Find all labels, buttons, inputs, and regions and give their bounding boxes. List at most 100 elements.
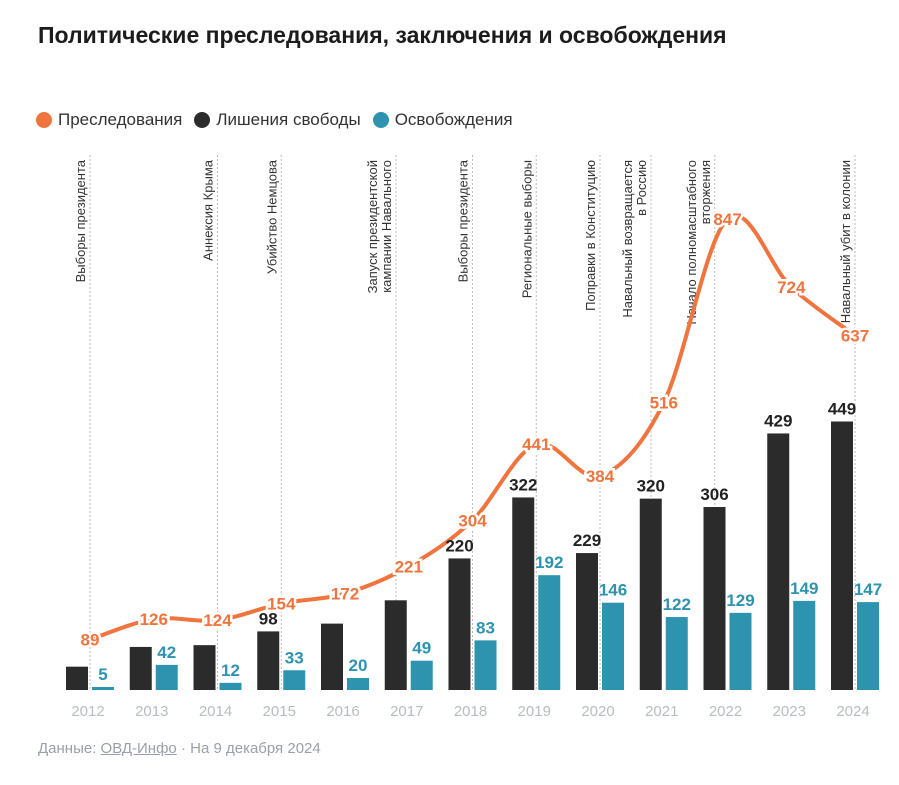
bar-label-release: 49 xyxy=(412,639,431,658)
footer-prefix: Данные: xyxy=(38,740,97,757)
bar-imprisonment xyxy=(321,623,343,690)
legend-label-release: Освобождения xyxy=(394,110,513,129)
bar-release xyxy=(219,682,242,690)
bar-label-imprisonment: 220 xyxy=(445,536,473,555)
bar-release xyxy=(793,600,816,690)
x-tick-label: 2024 xyxy=(836,703,869,720)
legend-item-imprisonment[interactable]: Лишения свободы xyxy=(194,110,361,130)
bar-imprisonment xyxy=(639,498,662,690)
legend-item-persecution[interactable]: Преследования xyxy=(36,110,182,130)
bar-label-imprisonment: 449 xyxy=(828,399,856,418)
line-label-persecution: 126 xyxy=(140,610,168,629)
bar-label-release: 20 xyxy=(349,656,368,675)
x-tick-label: 2012 xyxy=(71,703,104,720)
bar-imprisonment xyxy=(512,497,535,690)
x-tick-label: 2016 xyxy=(326,703,359,720)
footer-suffix: · На 9 декабря 2024 xyxy=(180,740,321,757)
bar-imprisonment xyxy=(384,600,407,690)
bars-layer xyxy=(66,421,879,690)
line-label-persecution: 441 xyxy=(522,435,550,454)
x-tick-label: 2020 xyxy=(581,703,614,720)
bar-release xyxy=(857,602,879,690)
bar-imprisonment xyxy=(767,433,790,690)
legend-swatch-release xyxy=(372,112,389,128)
bar-label-release: 5 xyxy=(98,665,107,684)
legend: Преследования Лишения свободы Освобожден… xyxy=(36,110,513,130)
bar-label-imprisonment: 229 xyxy=(573,531,601,550)
bar-imprisonment xyxy=(66,666,88,690)
bar-imprisonment xyxy=(257,631,280,690)
event-label: Убийство Немцова xyxy=(264,159,279,274)
bar-imprisonment xyxy=(129,646,152,690)
line-label-persecution: 221 xyxy=(395,557,423,576)
line-label-persecution: 847 xyxy=(713,210,741,229)
bar-release xyxy=(538,575,561,690)
legend-label-persecution: Преследования xyxy=(58,110,183,129)
bar-label-imprisonment: 306 xyxy=(700,485,728,504)
bar-release xyxy=(92,687,114,690)
bar-label-release: 33 xyxy=(285,648,304,667)
x-tick-label: 2015 xyxy=(263,703,296,720)
event-label: вторжения xyxy=(698,160,713,224)
x-tick-label: 2022 xyxy=(709,703,742,720)
x-tick-label: 2018 xyxy=(454,703,487,720)
bar-release xyxy=(665,617,688,690)
line-label-persecution: 89 xyxy=(81,631,100,650)
chart-title: Политические преследования, заключения и… xyxy=(38,22,727,48)
source-footer: Данные: ОВД-Инфо · На 9 декабря 2024 xyxy=(38,740,321,757)
bar-label-release: 129 xyxy=(726,591,754,610)
bar-imprisonment xyxy=(576,553,598,690)
event-label: Навальный убит в колонии xyxy=(838,160,853,323)
bar-release xyxy=(474,640,497,690)
event-label: Поправки в Конституцию xyxy=(583,160,598,311)
line-label-persecution: 637 xyxy=(841,326,869,345)
bar-release xyxy=(347,678,369,690)
bar-label-imprisonment: 322 xyxy=(509,475,537,494)
source-link[interactable]: ОВД-Инфо xyxy=(100,740,177,757)
bar-imprisonment xyxy=(448,558,471,690)
event-label: Региональные выборы xyxy=(519,160,534,298)
line-label-persecution: 172 xyxy=(331,585,359,604)
legend-label-imprisonment: Лишения свободы xyxy=(216,110,361,129)
legend-item-release[interactable]: Освобождения xyxy=(372,110,513,130)
line-label-persecution: 304 xyxy=(458,511,487,530)
event-label: Навальный возвращается xyxy=(620,160,635,318)
bar-release xyxy=(283,670,306,690)
line-label-persecution: 516 xyxy=(650,394,678,413)
legend-swatch-persecution xyxy=(36,112,52,128)
event-label: Запуск президентской xyxy=(365,160,380,293)
event-label: в Россию xyxy=(634,160,649,216)
event-label: Выборы президента xyxy=(73,159,88,282)
x-tick-label: 2019 xyxy=(518,703,551,720)
bar-label-release: 122 xyxy=(663,595,691,614)
bar-label-release: 192 xyxy=(535,553,563,572)
line-label-persecution: 154 xyxy=(267,595,296,614)
bar-label-imprisonment: 429 xyxy=(764,411,792,430)
line-persecution xyxy=(88,213,857,642)
line-label-persecution: 124 xyxy=(203,611,232,630)
x-tick-label: 2017 xyxy=(390,703,423,720)
bar-label-release: 12 xyxy=(221,661,240,680)
bar-label-release: 147 xyxy=(854,580,882,599)
bar-release xyxy=(602,602,624,690)
event-label: кампании Навального xyxy=(379,160,394,293)
bar-release xyxy=(155,664,178,690)
x-tick-label: 2013 xyxy=(135,703,168,720)
bar-label-release: 146 xyxy=(599,581,627,600)
bar-imprisonment xyxy=(703,507,726,690)
line-layer xyxy=(88,213,857,642)
bar-imprisonment xyxy=(193,645,216,690)
event-label: Выборы президента xyxy=(456,159,471,282)
x-tick-label: 2014 xyxy=(199,703,232,720)
legend-swatch-imprisonment xyxy=(194,112,211,128)
events-layer: Выборы президента Аннексия Крыма Убийство … xyxy=(73,155,856,690)
x-tick-label: 2023 xyxy=(773,703,806,720)
bar-imprisonment xyxy=(831,421,853,690)
bar-label-release: 42 xyxy=(157,643,176,662)
x-tick-label: 2021 xyxy=(645,703,678,720)
event-label: Начало полномасштабного xyxy=(684,160,699,325)
x-axis: 2012 2013 2014 2015 2016 2017 2018 2019 2020 2021… xyxy=(71,703,869,720)
line-label-persecution: 384 xyxy=(586,467,615,486)
line-label-persecution: 724 xyxy=(777,278,806,297)
